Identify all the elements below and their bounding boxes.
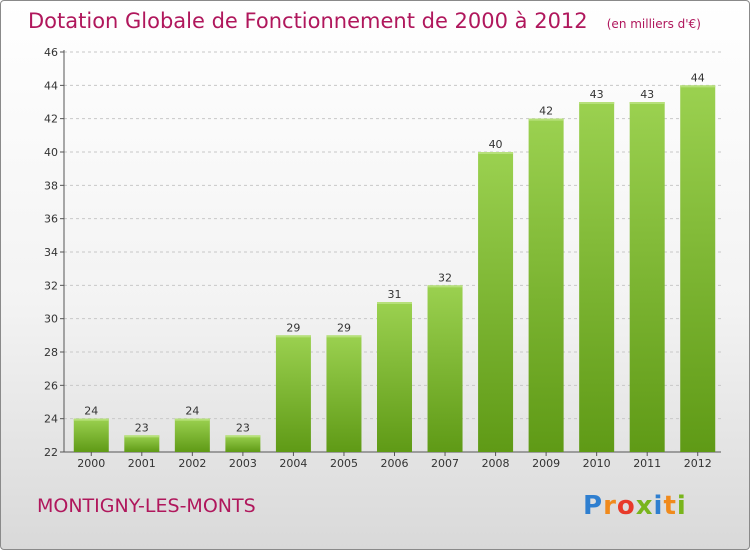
logo-letter: i xyxy=(676,491,687,521)
x-tick-label: 2005 xyxy=(330,457,358,470)
x-tick-label: 2007 xyxy=(431,457,459,470)
y-tick-label: 30 xyxy=(44,313,58,326)
value-label: 44 xyxy=(691,71,705,84)
y-tick-label: 28 xyxy=(44,346,58,359)
bar-top-edge xyxy=(174,418,210,421)
x-tick-label: 2011 xyxy=(633,457,661,470)
value-label: 43 xyxy=(640,88,654,101)
bar-2008 xyxy=(478,152,514,452)
value-label: 29 xyxy=(286,321,300,334)
bar-2002 xyxy=(174,418,210,452)
bar-2001 xyxy=(124,435,160,452)
bar-top-edge xyxy=(225,435,261,438)
x-tick-label: 2008 xyxy=(482,457,510,470)
chart-title: Dotation Globale de Fonctionnement de 20… xyxy=(28,9,588,33)
y-tick-label: 44 xyxy=(44,79,58,92)
y-tick-label: 34 xyxy=(44,246,58,259)
bar-2005 xyxy=(326,335,362,452)
unit-note: (en milliers d'€) xyxy=(606,17,701,31)
logo-letter: x xyxy=(635,491,654,521)
logo-letter: o xyxy=(616,491,636,521)
proxiti-logo: Proxiti xyxy=(583,491,687,521)
logo-letter: t xyxy=(663,491,677,521)
y-tick-label: 22 xyxy=(44,446,58,459)
x-tick-label: 2003 xyxy=(229,457,257,470)
x-tick-label: 2000 xyxy=(77,457,105,470)
x-tick-label: 2012 xyxy=(684,457,712,470)
value-label: 23 xyxy=(135,421,149,434)
bar-top-edge xyxy=(680,85,716,88)
y-tick-label: 26 xyxy=(44,379,58,392)
value-label: 42 xyxy=(539,105,553,118)
labels: 22 24 26 28 30 32 34 36 38 40 42 44 46 24 2000 23 2001 24… xyxy=(44,46,712,470)
bar-2010 xyxy=(579,102,615,452)
y-tick-label: 32 xyxy=(44,279,58,292)
bar-top-edge xyxy=(73,418,109,421)
commune-name: MONTIGNY-LES-MONTS xyxy=(37,495,256,517)
x-tick-label: 2006 xyxy=(381,457,409,470)
y-tick-label: 38 xyxy=(44,179,58,192)
bar-2012 xyxy=(680,85,716,452)
bar-top-edge xyxy=(275,335,311,338)
bar-2011 xyxy=(629,102,665,452)
x-tick-label: 2002 xyxy=(178,457,206,470)
bar-2007 xyxy=(427,285,463,452)
bar-top-edge xyxy=(478,152,514,154)
bar-top-edge xyxy=(326,335,362,338)
value-label: 31 xyxy=(388,288,402,301)
title-row: Dotation Globale de Fonctionnement de 20… xyxy=(28,9,701,33)
value-label: 24 xyxy=(84,405,98,418)
bar-2004 xyxy=(275,335,311,452)
logo-letter: i xyxy=(653,491,664,521)
bar-2003 xyxy=(225,435,261,452)
y-tick-label: 24 xyxy=(44,413,58,426)
y-tick-label: 46 xyxy=(44,46,58,59)
value-label: 23 xyxy=(236,421,250,434)
value-label: 32 xyxy=(438,271,452,284)
bar-2006 xyxy=(377,302,412,452)
value-label: 29 xyxy=(337,321,351,334)
bar-2000 xyxy=(73,418,109,452)
bar-top-edge xyxy=(377,302,412,304)
y-tick-label: 36 xyxy=(44,213,58,226)
y-tick-label: 42 xyxy=(44,113,58,126)
bar-top-edge xyxy=(427,285,463,288)
value-label: 40 xyxy=(489,138,503,151)
bar-top-edge xyxy=(629,102,665,104)
x-tick-label: 2009 xyxy=(532,457,560,470)
bar-top-edge xyxy=(579,102,615,104)
bars xyxy=(73,85,716,453)
logo-letter: r xyxy=(603,491,617,521)
x-tick-label: 2001 xyxy=(128,457,156,470)
value-label: 24 xyxy=(185,405,199,418)
logo-letter: P xyxy=(583,491,604,521)
bar-2009 xyxy=(528,118,564,453)
x-tick-label: 2010 xyxy=(583,457,611,470)
y-tick-label: 40 xyxy=(44,146,58,159)
bar-top-edge xyxy=(124,435,160,438)
bar-top-edge xyxy=(528,118,564,121)
value-label: 43 xyxy=(590,88,604,101)
x-tick-label: 2004 xyxy=(279,457,307,470)
